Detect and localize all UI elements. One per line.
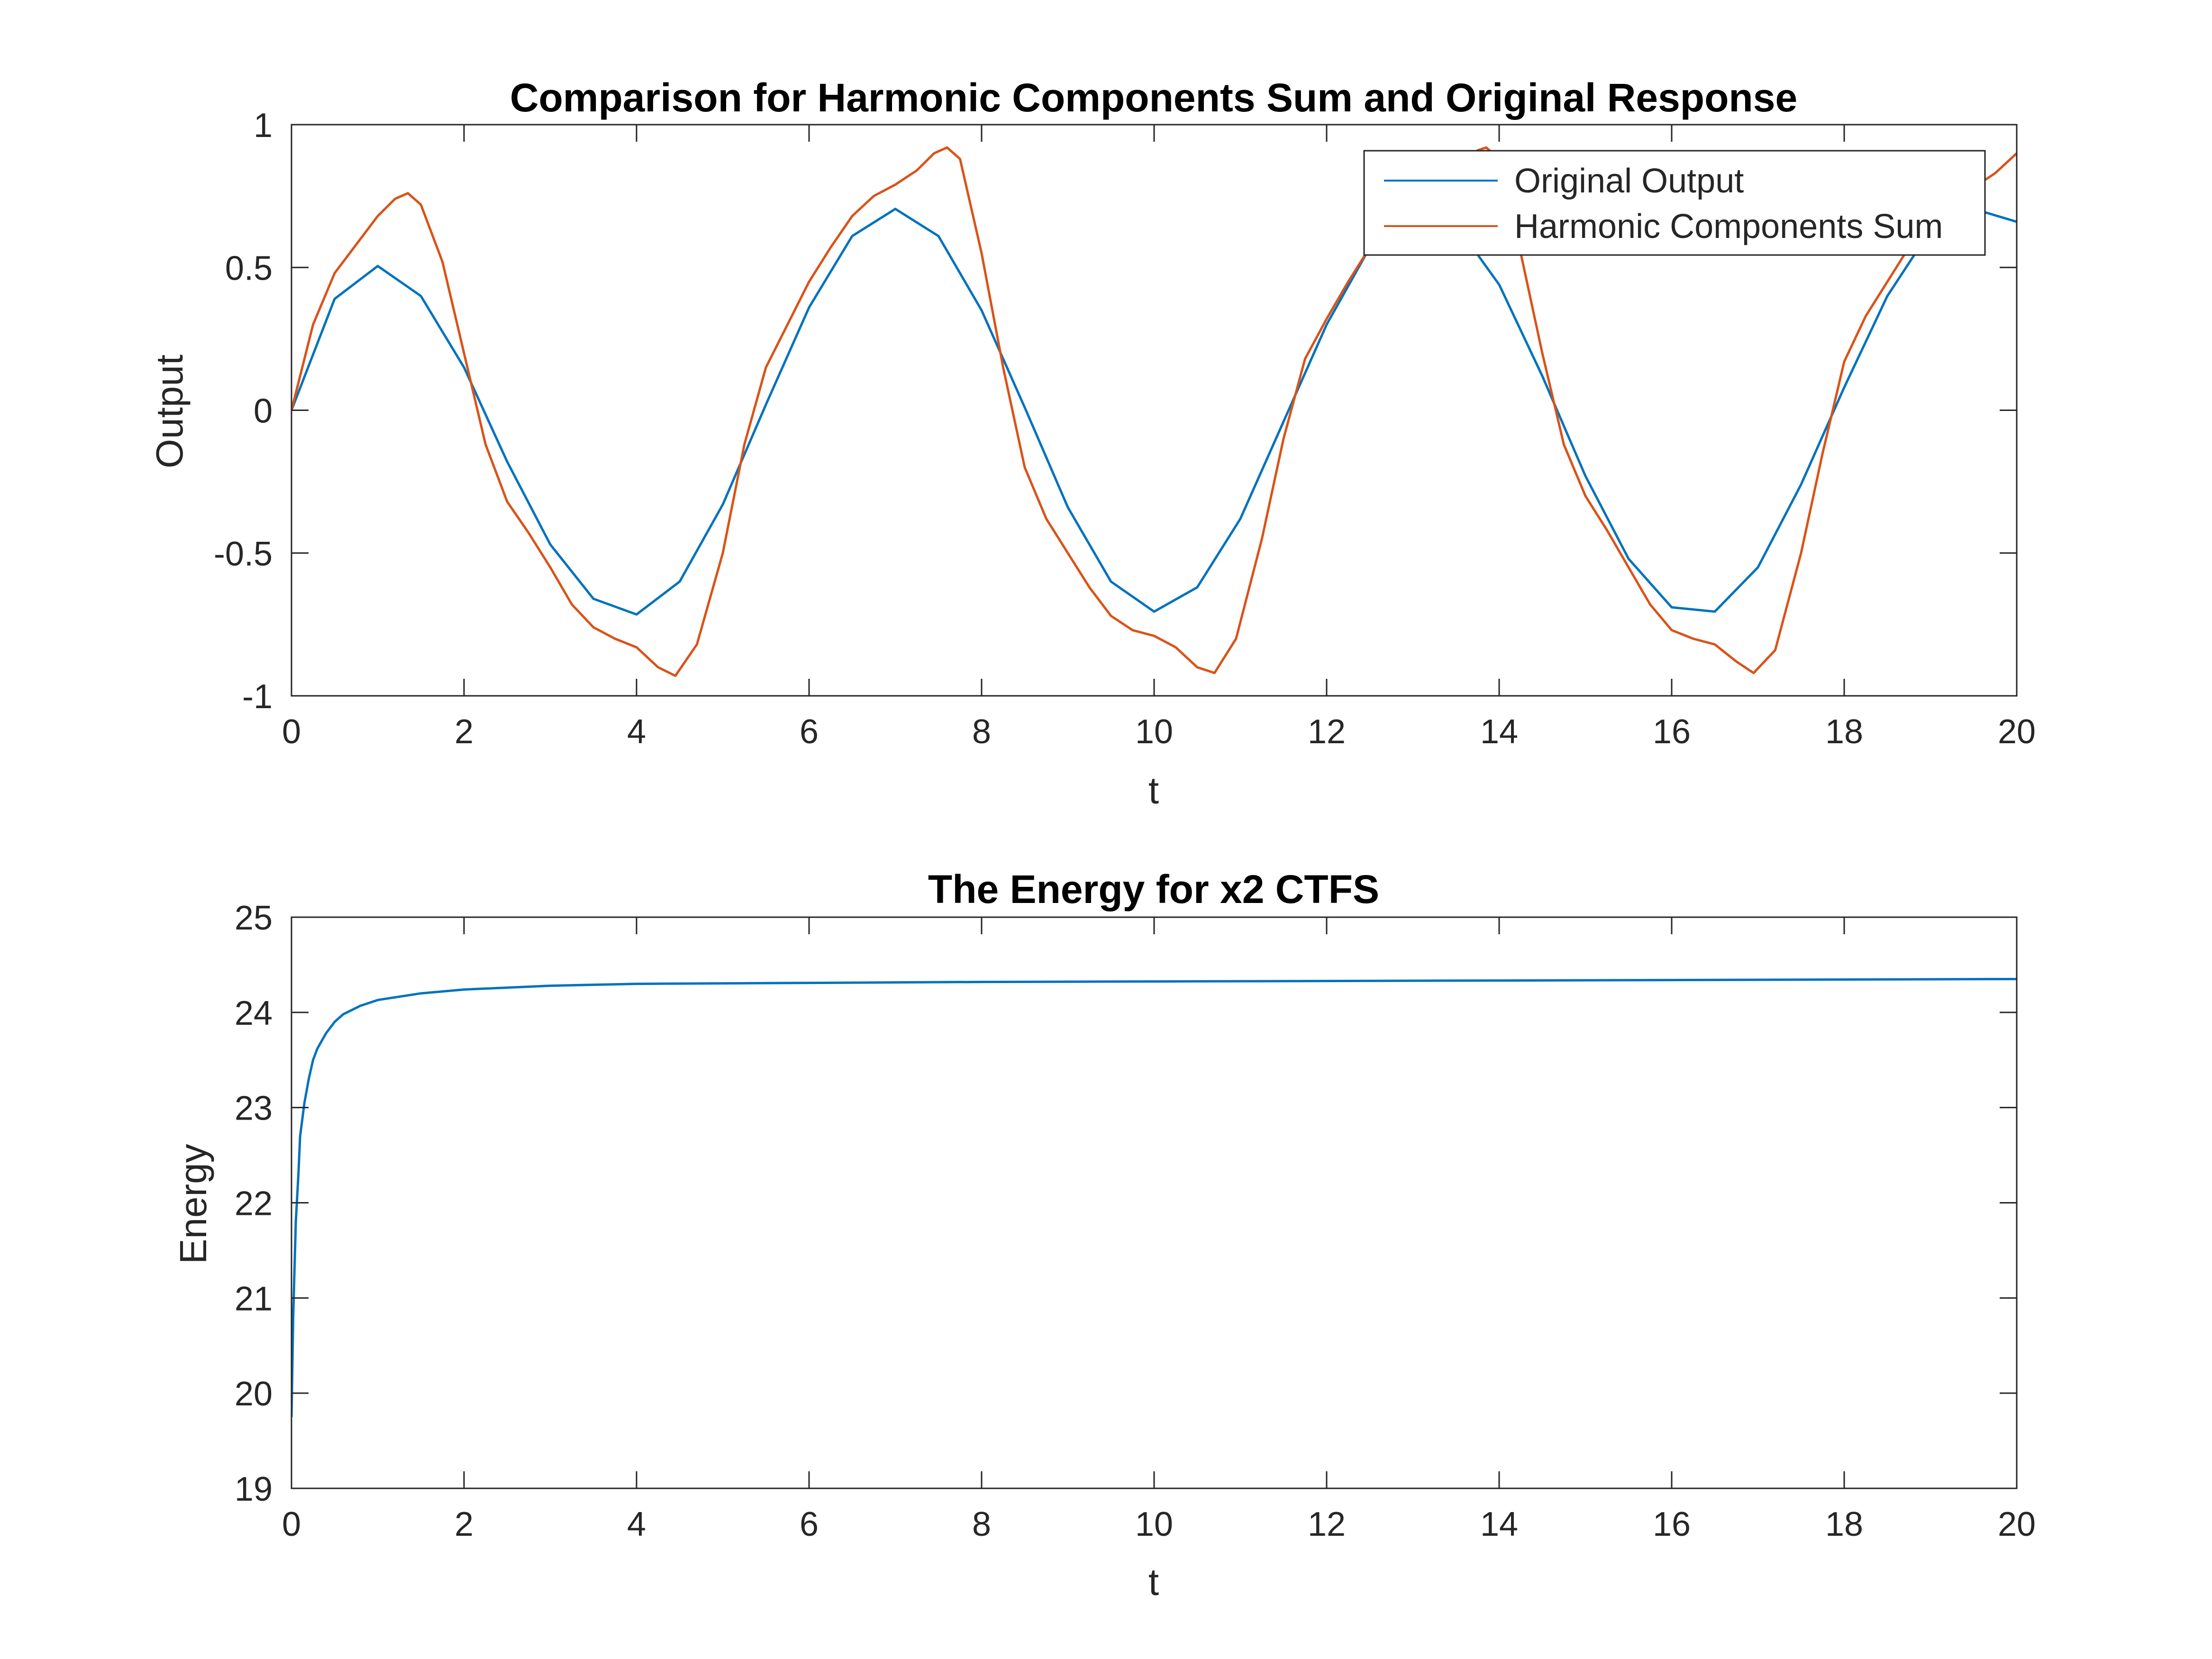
y-tick-label: 20 [235,1375,273,1413]
x-tick-label: 6 [800,713,819,751]
y-tick-label: 24 [235,994,273,1032]
y-tick-label: -1 [242,678,273,716]
x-tick-label: 16 [1653,713,1691,751]
x-tick-label: 4 [627,1505,646,1543]
legend: Original Output Harmonic Components Sum [1363,150,1986,256]
x-tick-label: 2 [455,713,473,751]
x-tick-label: 20 [1998,1505,2036,1543]
y-tick-label: 22 [235,1185,273,1223]
series-line-harmonic-components-sum [291,146,2017,677]
y-axis-label: Energy [172,1144,214,1264]
chart-title: Comparison for Harmonic Components Sum a… [510,75,1797,120]
plot-background [291,917,2017,1488]
chart-harmonic-comparison: Comparison for Harmonic Components Sum a… [148,75,2036,811]
x-tick-label: 12 [1308,713,1346,751]
legend-box [1363,150,1986,256]
y-axis-label: Output [148,355,191,468]
y-tick-label: 0 [254,392,273,430]
y-tick-label: 25 [235,899,273,937]
x-tick-label: 10 [1135,1505,1173,1543]
x-tick-label: 14 [1480,713,1518,751]
x-tick-label: 20 [1998,713,2036,751]
x-tick-label: 10 [1135,713,1173,751]
legend-label-original-output: Original Output [1514,162,1744,200]
legend-label-harmonic-sum: Harmonic Components Sum [1514,208,1943,246]
series-line-series-0 [291,978,2017,1417]
x-tick-label: 2 [455,1505,473,1543]
x-axis-label: t [1148,1561,1159,1603]
x-tick-label: 6 [800,1505,819,1543]
x-tick-label: 14 [1480,1505,1518,1543]
x-tick-label: 0 [282,713,301,751]
x-tick-label: 0 [282,1505,301,1543]
x-axis-label: t [1148,769,1159,811]
x-tick-label: 18 [1825,1505,1863,1543]
x-tick-label: 12 [1308,1505,1346,1543]
x-tick-label: 18 [1825,713,1863,751]
y-tick-label: -0.5 [214,535,273,573]
chart-title: The Energy for x2 CTFS [928,867,1379,912]
chart-energy: The Energy for x2 CTFS 0 2 4 6 8 10 12 14 16 18 20… [172,867,2036,1603]
y-tick-label: 19 [235,1470,273,1508]
y-tick-label: 1 [254,107,273,145]
x-tick-label: 4 [627,713,646,751]
x-tick-label: 8 [972,1505,991,1543]
y-tick-label: 0.5 [225,249,273,287]
x-tick-label: 8 [972,713,991,751]
series-line-original-output [291,208,2017,616]
x-tick-label: 16 [1653,1505,1691,1543]
series-group [291,146,2017,677]
series-group [291,978,2017,1417]
y-tick-label: 23 [235,1090,273,1128]
y-tick-label: 21 [235,1280,273,1318]
